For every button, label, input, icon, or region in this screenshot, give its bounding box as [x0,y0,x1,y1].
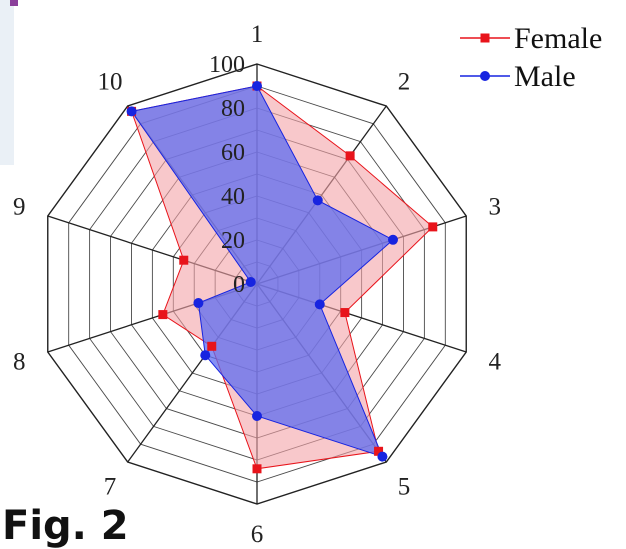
radar-markers [126,81,438,474]
legend-marker [480,71,490,81]
radial-tick-label: 40 [221,184,245,210]
radial-tick-label: 20 [221,228,245,254]
category-label: 7 [104,473,117,500]
data-point-female [345,151,355,161]
legend-label: Female [514,22,602,55]
data-point-male [314,299,325,310]
data-point-female [207,341,217,351]
background-panel [0,0,14,165]
data-point-male [245,276,256,287]
data-point-female [252,464,262,474]
data-point-female [179,255,189,265]
category-label: 2 [398,69,411,96]
category-label: 8 [13,348,26,375]
category-label: 5 [398,473,411,500]
data-point-female [374,446,384,456]
legend-marker [480,33,490,43]
category-label: 3 [489,194,502,221]
radar-series [130,85,434,470]
data-point-male [200,350,211,361]
figure-caption: Fig. 2 [2,503,129,549]
data-point-male [126,106,137,117]
category-label: 10 [98,69,123,96]
data-point-male [312,195,323,206]
category-label: 1 [251,21,264,48]
data-point-male [193,298,204,309]
radial-tick-label: 0 [233,272,245,298]
background-accent [10,0,18,6]
category-label: 4 [489,348,502,375]
category-label: 6 [251,521,264,548]
legend-label: Male [514,60,576,93]
data-point-female [340,308,350,318]
radial-tick-label: 80 [221,96,245,122]
legend: Female Male [460,22,602,93]
data-point-male [252,411,262,421]
radial-tick-label: 100 [209,52,245,78]
data-point-male [388,234,399,245]
data-point-female [428,222,438,232]
data-point-female [158,310,168,320]
radial-tick-label: 60 [221,140,245,166]
data-point-male [377,451,388,462]
data-point-male [252,81,262,91]
series-area-male [130,85,394,458]
category-label: 9 [13,194,26,221]
